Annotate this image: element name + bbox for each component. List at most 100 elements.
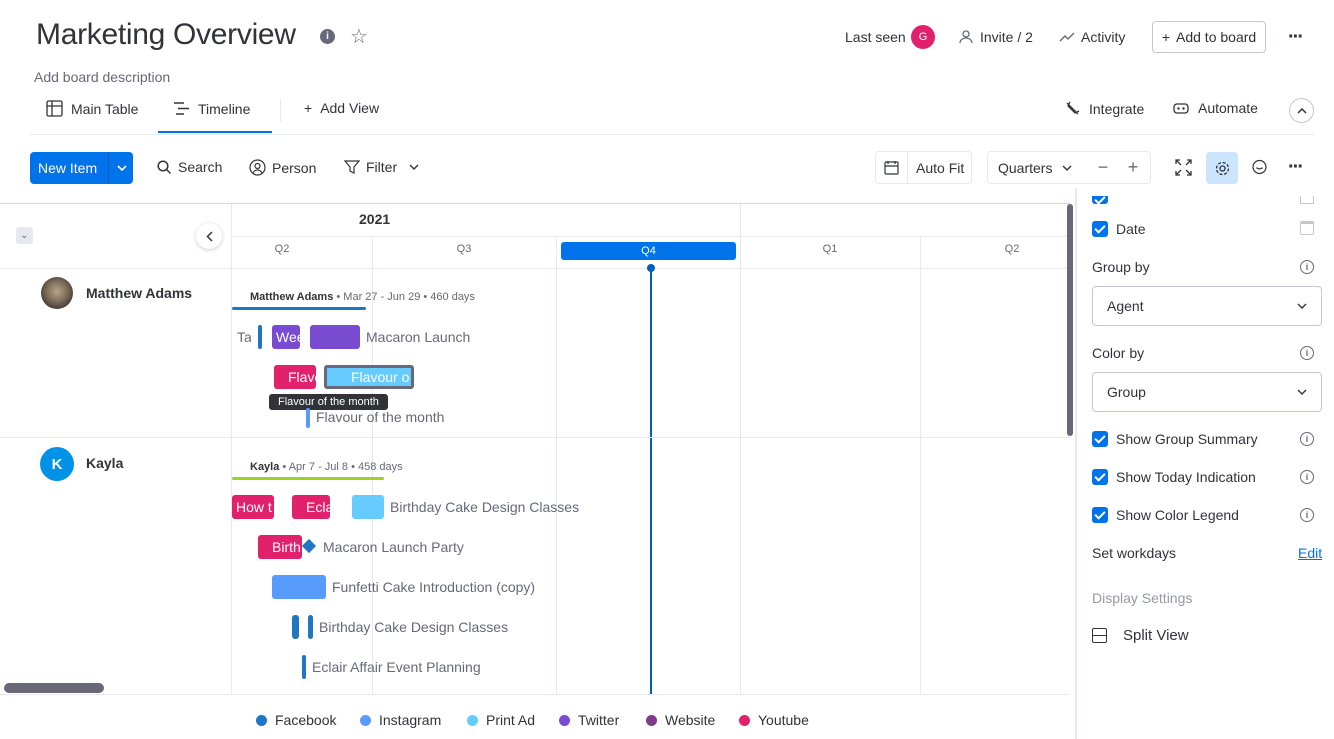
collapse-header-button[interactable] — [1289, 98, 1314, 123]
item-label: Funfetti Cake Introduction (copy) — [332, 579, 536, 595]
edit-workdays-link[interactable]: Edit — [1298, 545, 1323, 561]
group-by-select[interactable]: Agent — [1092, 286, 1322, 326]
fullscreen-icon[interactable] — [1175, 159, 1192, 181]
add-to-board-button[interactable]: + Add to board — [1152, 21, 1266, 53]
last-seen-label[interactable]: Last seen — [845, 29, 906, 45]
robot-icon — [1173, 103, 1189, 114]
info-icon[interactable]: i — [1300, 508, 1314, 522]
plus-icon: + — [304, 100, 313, 116]
legend-item: Youtube — [739, 712, 809, 728]
more-options-icon[interactable]: ··· — [1288, 26, 1304, 48]
person-icon — [249, 159, 266, 176]
more-options-icon[interactable]: ··· — [1288, 156, 1304, 178]
person-icon — [959, 30, 973, 44]
search-button[interactable]: Search — [157, 159, 222, 175]
info-icon[interactable]: i — [1300, 346, 1314, 360]
feedback-icon[interactable] — [1251, 159, 1268, 181]
tab-timeline[interactable]: Timeline — [173, 100, 250, 117]
timeline-item-bar[interactable] — [272, 575, 326, 599]
legend-dot — [559, 714, 570, 726]
group-name[interactable]: Matthew Adams — [86, 285, 193, 301]
timeline-item-bar[interactable]: Ecla — [292, 495, 330, 519]
quarter-gridline — [372, 237, 373, 694]
timeline-item-bar[interactable]: Wee — [272, 325, 300, 349]
person-filter-button[interactable]: Person — [249, 159, 316, 176]
info-icon[interactable]: i — [1300, 432, 1314, 446]
chevron-down-icon[interactable] — [117, 165, 127, 171]
auto-fit-button[interactable]: Auto Fit — [875, 151, 972, 184]
filter-label: Filter — [366, 159, 398, 175]
horizontal-scrollbar[interactable] — [4, 683, 104, 693]
info-icon[interactable]: i — [1300, 260, 1314, 274]
avatar: K — [40, 447, 74, 481]
timeline-item-bar[interactable] — [308, 615, 313, 639]
tab-main-table[interactable]: Main Table — [46, 100, 138, 117]
avatar[interactable]: G — [911, 25, 935, 49]
avatar — [41, 277, 73, 309]
activity-icon — [1059, 32, 1075, 42]
tab-label: Timeline — [198, 100, 251, 117]
settings-panel — [1075, 188, 1334, 739]
table-icon — [46, 100, 63, 117]
timeline-item-bar[interactable] — [258, 325, 262, 349]
timeline-item-bar[interactable] — [292, 615, 299, 639]
info-icon[interactable]: i — [320, 29, 335, 44]
quarter-header: Q2 — [1004, 243, 1020, 255]
show-today-checkbox[interactable] — [1092, 469, 1108, 485]
add-to-board-label: Add to board — [1176, 29, 1257, 45]
today-line — [650, 268, 652, 694]
activity-button[interactable]: Activity — [1059, 29, 1125, 45]
page-title[interactable]: Marketing Overview — [36, 18, 296, 51]
settings-button[interactable] — [1206, 152, 1238, 184]
split-view-option[interactable]: Split View — [1123, 627, 1189, 644]
timeline-item-bar[interactable]: Flavo — [274, 365, 316, 389]
collapse-sidebar-button[interactable] — [196, 223, 222, 249]
show-color-legend-checkbox[interactable] — [1092, 507, 1108, 523]
group-summary-bar — [232, 477, 384, 480]
automate-button[interactable]: Automate — [1172, 100, 1258, 116]
legend-item: Print Ad — [467, 712, 535, 728]
group-summary-dates: • Apr 7 - Jul 8 • 458 days — [279, 461, 403, 473]
legend-item: Website — [646, 712, 715, 728]
info-icon[interactable]: i — [1300, 470, 1314, 484]
timeline-item-bar-selected[interactable]: Flavour o — [324, 365, 414, 389]
board-description[interactable]: Add board description — [34, 69, 171, 85]
timeline-item-bar[interactable] — [306, 408, 310, 428]
filter-button[interactable]: Filter — [344, 159, 419, 175]
integrate-label: Integrate — [1089, 100, 1145, 117]
timeline-item-bar[interactable]: How t — [232, 495, 274, 519]
checkbox-partial[interactable] — [1092, 196, 1108, 204]
milestone-diamond-icon[interactable] — [301, 538, 317, 554]
timeline-item-bar[interactable] — [302, 655, 306, 679]
chevron-down-icon — [1297, 389, 1307, 395]
collapse-all-icon[interactable]: ⌄ — [16, 227, 33, 244]
new-item-button[interactable]: New Item — [30, 152, 133, 184]
legend-item: Facebook — [256, 712, 336, 728]
legend-label: Instagram — [379, 712, 442, 728]
group-summary-name: Matthew Adams — [250, 291, 334, 303]
zoom-select[interactable]: Quarters — [988, 160, 1088, 176]
star-icon[interactable]: ☆ — [350, 26, 368, 48]
tab-divider — [280, 100, 281, 122]
color-by-select[interactable]: Group — [1092, 372, 1322, 412]
item-label: Flavour of the month — [316, 409, 445, 425]
gear-icon — [1215, 161, 1229, 175]
timeline-item-bar[interactable]: Birth — [258, 535, 302, 559]
invite-button[interactable]: Invite / 2 — [958, 29, 1033, 45]
header-divider — [30, 134, 1314, 135]
tab-add-view[interactable]: + Add View — [304, 100, 379, 116]
timeline-item-bar[interactable] — [352, 495, 384, 519]
quarter-header: Q2 — [274, 243, 290, 255]
timeline-item-bar[interactable] — [310, 325, 360, 349]
vertical-scrollbar[interactable] — [1067, 204, 1073, 436]
group-name[interactable]: Kayla — [86, 455, 124, 471]
date-checkbox[interactable] — [1092, 221, 1108, 237]
active-tab-indicator — [158, 131, 272, 133]
zoom-in-button[interactable]: + — [1127, 157, 1139, 177]
show-group-summary-checkbox[interactable] — [1092, 431, 1108, 447]
integrate-button[interactable]: Integrate — [1064, 100, 1144, 117]
zoom-out-button[interactable]: − — [1097, 157, 1109, 177]
auto-fit-divider — [907, 151, 908, 184]
integrate-icon — [1066, 101, 1080, 115]
item-label: Ta — [237, 329, 251, 345]
